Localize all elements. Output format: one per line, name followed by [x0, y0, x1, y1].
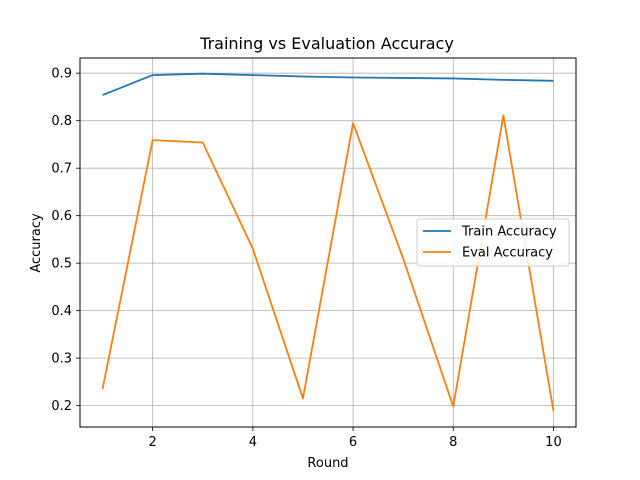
y-tick-label: 0.9 — [51, 67, 72, 82]
y-axis-title: Accuracy — [29, 213, 44, 273]
y-tick-label: 0.6 — [51, 209, 72, 224]
y-tick-label: 0.5 — [51, 257, 72, 272]
x-axis-ticks: 2 4 6 8 10 — [149, 427, 562, 450]
y-tick-label: 0.3 — [51, 352, 72, 367]
x-tick-label: 6 — [349, 435, 357, 450]
legend-label-eval-accuracy: Eval Accuracy — [462, 246, 553, 261]
y-axis-ticks: 0.2 0.3 0.4 0.5 0.6 0.7 0.8 0.9 — [51, 67, 80, 414]
x-tick-label: 8 — [449, 435, 457, 450]
y-tick-label: 0.4 — [51, 304, 72, 319]
x-tick-label: 2 — [149, 435, 157, 450]
y-tick-label: 0.8 — [51, 114, 72, 129]
legend-box — [416, 218, 570, 267]
x-axis-title: Round — [307, 456, 348, 471]
plot-frame — [79, 57, 577, 428]
legend-label-train-accuracy: Train Accuracy — [461, 225, 557, 240]
chart-title: Training vs Evaluation Accuracy — [199, 34, 454, 53]
x-tick-label: 4 — [249, 435, 257, 450]
legend: Train Accuracy Eval Accuracy — [416, 218, 570, 267]
train-accuracy-line — [102, 72, 554, 96]
y-tick-label: 0.7 — [51, 162, 72, 177]
x-tick-label: 10 — [545, 435, 562, 450]
y-tick-label: 0.2 — [51, 399, 72, 414]
